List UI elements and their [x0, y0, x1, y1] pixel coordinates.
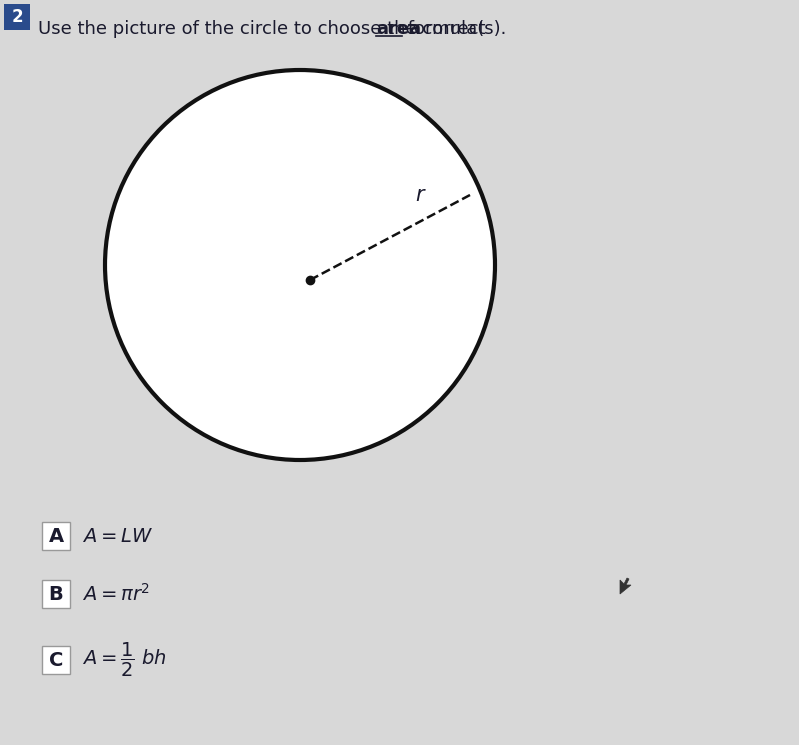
Text: C: C — [49, 650, 63, 670]
Text: Use the picture of the circle to choose the correct: Use the picture of the circle to choose … — [38, 20, 491, 38]
Text: $A = \dfrac{1}{2}\ bh$: $A = \dfrac{1}{2}\ bh$ — [82, 641, 167, 679]
FancyBboxPatch shape — [4, 4, 30, 30]
Polygon shape — [620, 578, 631, 594]
Text: A: A — [49, 527, 64, 545]
Text: r: r — [415, 185, 424, 205]
Text: formula(s).: formula(s). — [402, 20, 507, 38]
Text: 2: 2 — [11, 8, 23, 26]
FancyBboxPatch shape — [42, 646, 70, 674]
Text: $A = LW$: $A = LW$ — [82, 527, 153, 545]
Circle shape — [105, 70, 495, 460]
FancyBboxPatch shape — [42, 522, 70, 550]
FancyBboxPatch shape — [42, 580, 70, 608]
Text: area: area — [376, 20, 421, 38]
Text: B: B — [49, 585, 63, 603]
Text: $A = \pi r^2$: $A = \pi r^2$ — [82, 583, 150, 605]
